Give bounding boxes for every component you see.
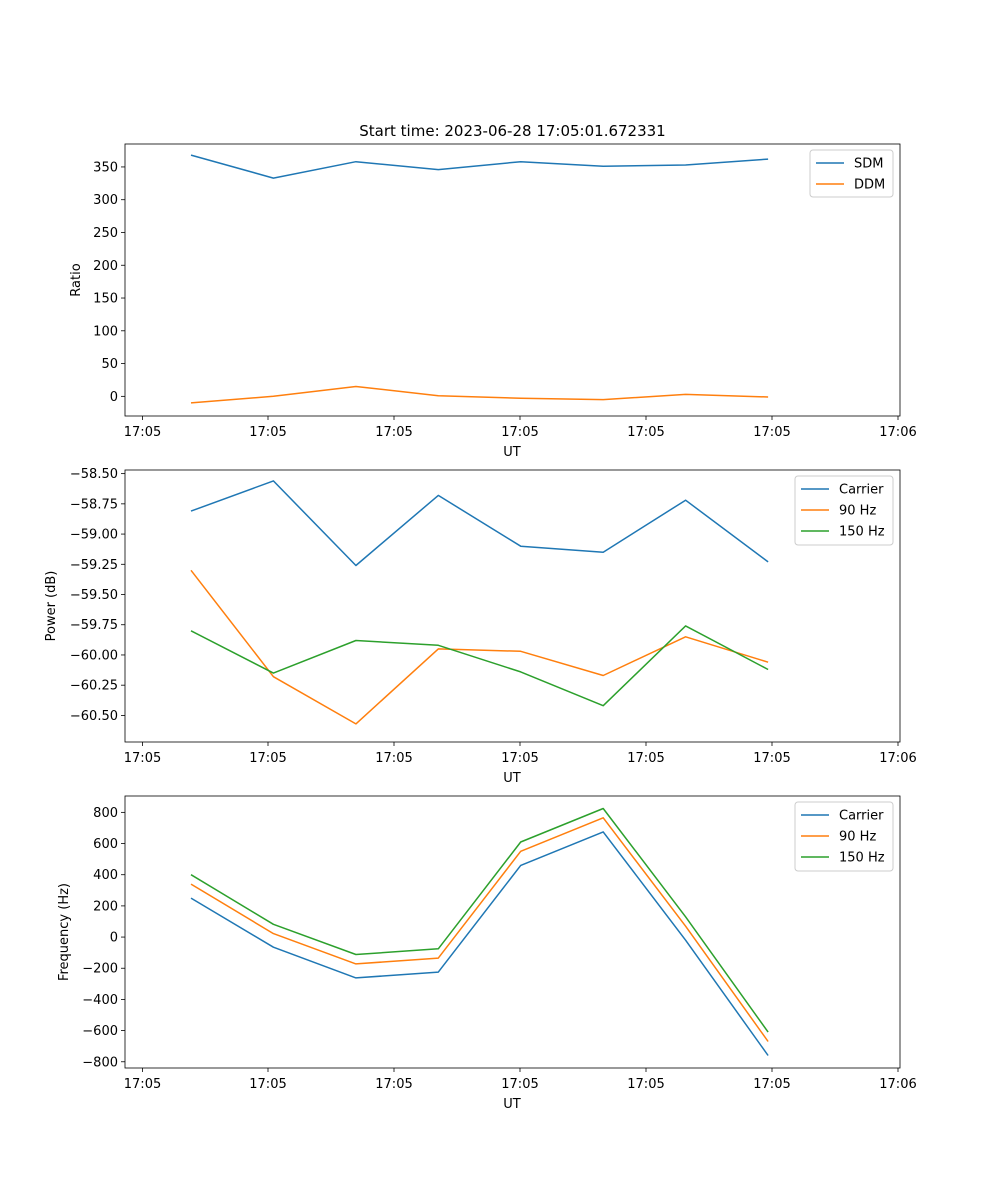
x-tick-label: 17:05 [375, 1077, 412, 1092]
x-axis-label: UT [503, 771, 521, 786]
legend-box [794, 475, 894, 546]
x-tick-label: 17:05 [249, 751, 286, 766]
series-line-ddm [190, 385, 769, 404]
x-tick-label: 17:05 [124, 425, 161, 440]
x-tick-label: 17:05 [753, 1077, 790, 1092]
x-tick-label: 17:06 [879, 425, 916, 440]
legend-label: Carrier [839, 483, 884, 498]
y-axis-label: Ratio [69, 263, 84, 296]
y-tick-label: 50 [101, 357, 118, 372]
plot-frame [124, 143, 901, 417]
y-tick-label: 100 [93, 324, 118, 339]
series-line-90-hz [190, 817, 769, 1042]
y-tick-label: −58.50 [70, 467, 118, 482]
chart-panel-3: 17:05 17:05 17:05 17:05 17:05 17:05 17:06 −800 −… [57, 795, 917, 1112]
x-tick-label: 17:05 [627, 751, 664, 766]
chart-panel-2: 17:05 17:05 17:05 17:05 17:05 17:05 17:06 −60.5… [44, 467, 917, 786]
x-axis-label: UT [503, 1097, 521, 1112]
y-tick-label: 200 [93, 259, 118, 274]
plot-frame [124, 795, 901, 1069]
y-axis-label: Power (dB) [44, 571, 59, 642]
y-tick-label: −59.75 [70, 618, 118, 633]
series-line-carrier [190, 480, 769, 567]
y-tick-label: 0 [110, 390, 118, 405]
series-line-150-hz [190, 807, 769, 1033]
y-tick-label: 350 [93, 160, 118, 175]
plot-frame [124, 469, 901, 743]
x-tick-label: 17:05 [501, 1077, 538, 1092]
x-tick-label: 17:05 [501, 751, 538, 766]
y-tick-label: 150 [93, 292, 118, 307]
figure-title: Start time: 2023-06-28 17:05:01.672331 [359, 122, 665, 140]
x-tick-label: 17:05 [249, 425, 286, 440]
y-tick-label: 300 [93, 193, 118, 208]
y-tick-label: −60.25 [70, 679, 118, 694]
legend-label: 150 Hz [839, 525, 885, 540]
legend: Carrier 90 Hz 150 Hz [794, 475, 894, 546]
y-tick-label: 250 [93, 226, 118, 241]
legend: Carrier 90 Hz 150 Hz [794, 801, 894, 872]
legend: SDM DDM [809, 149, 894, 198]
y-tick-label: −600 [82, 1024, 118, 1039]
legend-label: DDM [854, 178, 885, 193]
y-tick-label: −60.50 [70, 709, 118, 724]
x-tick-label: 17:05 [249, 1077, 286, 1092]
x-tick-label: 17:06 [879, 751, 916, 766]
series-line-90-hz [190, 569, 769, 725]
y-tick-label: −400 [82, 993, 118, 1008]
x-tick-label: 17:05 [124, 751, 161, 766]
series-line-carrier [190, 831, 769, 1056]
y-tick-label: −59.25 [70, 558, 118, 573]
x-tick-label: 17:06 [879, 1077, 916, 1092]
x-tick-label: 17:05 [627, 425, 664, 440]
legend-box [809, 149, 894, 198]
y-tick-label: −58.75 [70, 497, 118, 512]
legend-label: 90 Hz [839, 830, 876, 845]
legend-label: SDM [854, 157, 883, 172]
y-tick-label: −59.50 [70, 588, 118, 603]
x-tick-label: 17:05 [753, 751, 790, 766]
series-line-sdm [190, 154, 769, 179]
legend-box [794, 801, 894, 872]
x-tick-label: 17:05 [501, 425, 538, 440]
y-axis-label: Frequency (Hz) [57, 883, 72, 981]
y-tick-label: −59.00 [70, 528, 118, 543]
legend-label: 150 Hz [839, 851, 885, 866]
y-tick-label: 800 [93, 806, 118, 821]
chart-panel-1: 17:05 17:05 17:05 17:05 17:05 17:05 17:06 0 50 10… [69, 143, 917, 460]
y-tick-label: −60.00 [70, 648, 118, 663]
x-axis-label: UT [503, 445, 521, 460]
y-tick-label: −200 [82, 962, 118, 977]
x-tick-label: 17:05 [627, 1077, 664, 1092]
y-tick-label: 200 [93, 899, 118, 914]
y-tick-label: 0 [110, 931, 118, 946]
x-tick-label: 17:05 [375, 751, 412, 766]
y-tick-label: 600 [93, 837, 118, 852]
legend-label: Carrier [839, 809, 884, 824]
y-tick-label: −800 [82, 1055, 118, 1070]
x-tick-label: 17:05 [753, 425, 790, 440]
x-tick-label: 17:05 [124, 1077, 161, 1092]
legend-label: 90 Hz [839, 504, 876, 519]
y-tick-label: 400 [93, 868, 118, 883]
x-tick-label: 17:05 [375, 425, 412, 440]
series-line-150-hz [190, 625, 769, 707]
